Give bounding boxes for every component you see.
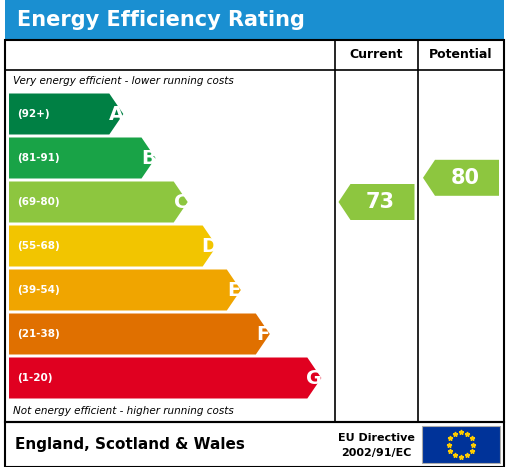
Polygon shape	[9, 137, 156, 178]
Text: Energy Efficiency Rating: Energy Efficiency Rating	[17, 10, 305, 30]
Text: Current: Current	[350, 49, 403, 62]
Text: G: G	[306, 368, 322, 388]
Text: (81-91): (81-91)	[17, 153, 60, 163]
Text: (55-68): (55-68)	[17, 241, 60, 251]
Bar	[5, 422, 504, 467]
Text: EU Directive: EU Directive	[338, 433, 415, 443]
Text: Potential: Potential	[429, 49, 493, 62]
Polygon shape	[9, 269, 241, 311]
Text: 73: 73	[366, 192, 395, 212]
Text: F: F	[256, 325, 269, 344]
Text: England, Scotland & Wales: England, Scotland & Wales	[15, 437, 245, 452]
Bar	[5, 40, 504, 422]
Text: A: A	[109, 105, 124, 123]
Polygon shape	[9, 182, 188, 222]
Text: E: E	[227, 281, 240, 299]
Polygon shape	[9, 93, 123, 134]
Text: C: C	[174, 192, 188, 212]
Text: B: B	[141, 149, 156, 168]
Text: (21-38): (21-38)	[17, 329, 60, 339]
Bar	[422, 426, 500, 463]
Text: D: D	[202, 236, 218, 255]
Text: (69-80): (69-80)	[17, 197, 60, 207]
Polygon shape	[9, 226, 217, 267]
Text: (39-54): (39-54)	[17, 285, 60, 295]
Text: Very energy efficient - lower running costs: Very energy efficient - lower running co…	[13, 76, 234, 86]
Polygon shape	[9, 313, 270, 354]
Text: 80: 80	[450, 168, 479, 188]
Polygon shape	[9, 358, 321, 398]
Text: 2002/91/EC: 2002/91/EC	[342, 447, 412, 458]
Text: (1-20): (1-20)	[17, 373, 52, 383]
Text: (92+): (92+)	[17, 109, 49, 119]
Text: Not energy efficient - higher running costs: Not energy efficient - higher running co…	[13, 406, 234, 416]
Polygon shape	[338, 184, 414, 220]
Polygon shape	[423, 160, 499, 196]
Bar	[5, 0, 504, 40]
